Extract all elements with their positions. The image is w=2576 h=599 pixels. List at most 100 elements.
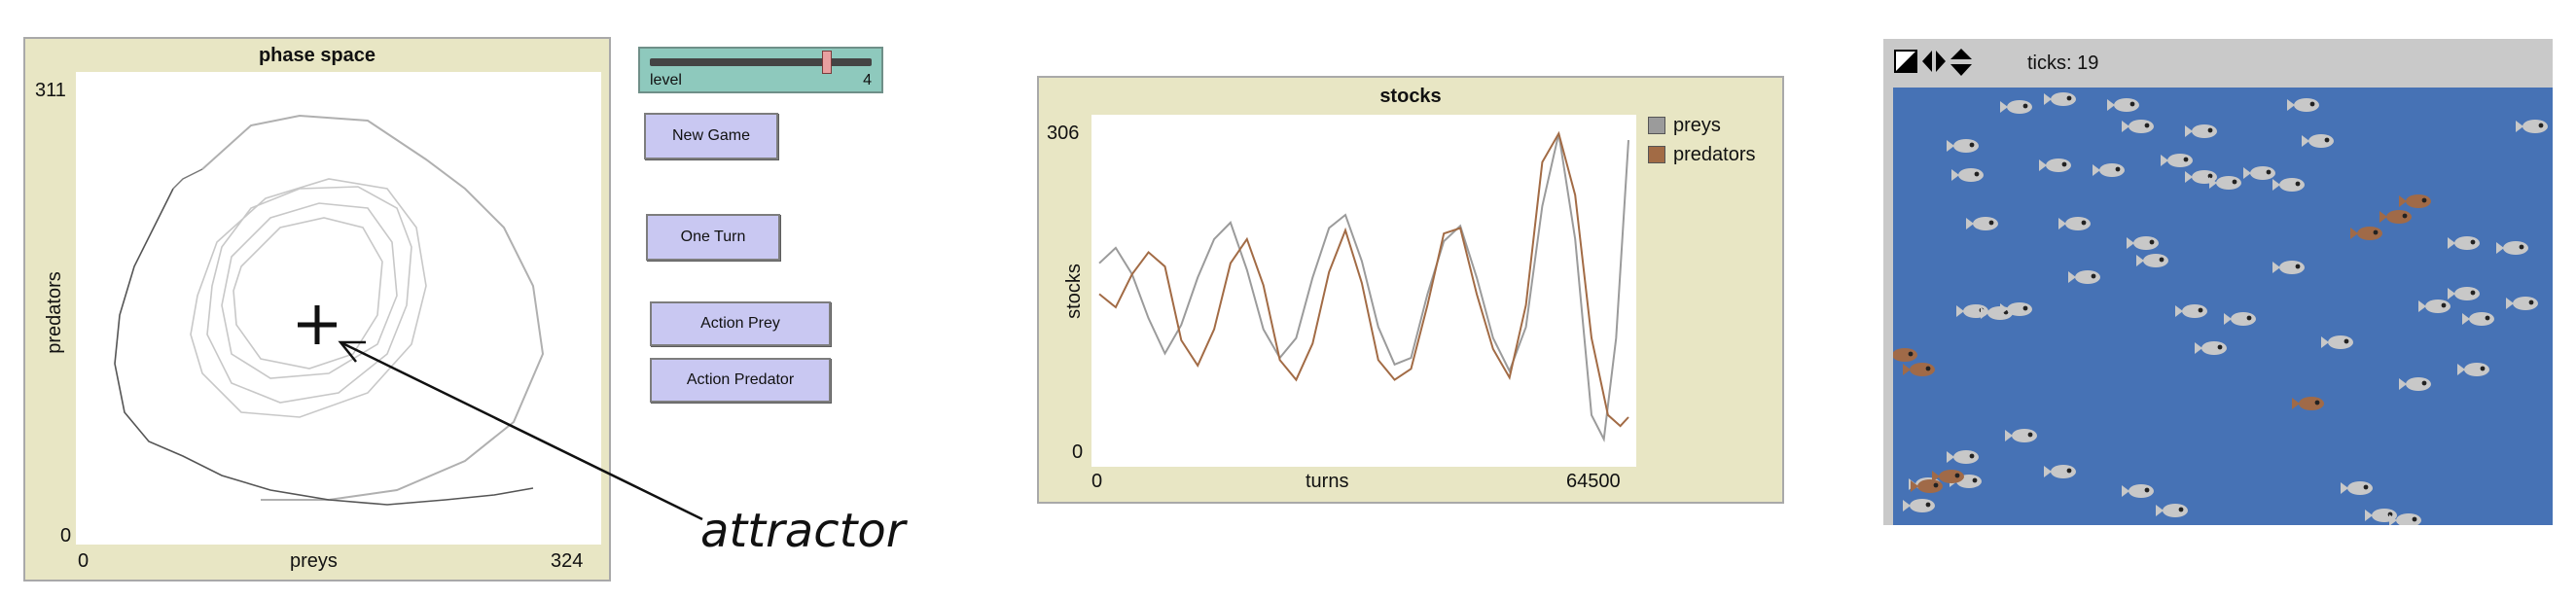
- prey-fish: [2448, 287, 2480, 300]
- prey-fish: [2161, 154, 2193, 167]
- stocks-panel: stocks 306 0 0 64500 turns stocks preys …: [1037, 76, 1784, 504]
- phase-x-max: 324: [551, 550, 584, 572]
- prey-fish: [2127, 236, 2159, 250]
- predator-fish: [2379, 210, 2412, 224]
- prey-fish: [2122, 120, 2154, 133]
- world-size-controls[interactable]: [1893, 45, 1981, 84]
- trajectory-inner-loops: [190, 178, 427, 418]
- prey-fish: [1903, 499, 1935, 512]
- prey-fish: [1951, 168, 1984, 182]
- stocks-x-min: 0: [1091, 471, 1103, 492]
- slider-value: 4: [863, 72, 872, 88]
- prey-fish: [2272, 178, 2305, 192]
- predator-fish: [2350, 227, 2382, 240]
- series-preys-line: [1098, 133, 1629, 442]
- prey-fish: [1947, 450, 1979, 464]
- prey-fish: [2302, 134, 2334, 148]
- stocks-x-label: turns: [1306, 471, 1349, 492]
- prey-fish: [2341, 481, 2373, 495]
- series-predators-line: [1098, 130, 1629, 428]
- prey-fish: [1966, 217, 1998, 230]
- new-game-button[interactable]: New Game: [644, 113, 778, 159]
- prey-fish: [2122, 484, 2154, 498]
- prey-fish: [2496, 241, 2528, 255]
- action-predator-button[interactable]: Action Predator: [650, 358, 831, 403]
- prey-fish: [2136, 254, 2168, 267]
- prey-fish: [2209, 176, 2241, 190]
- prey-fish: [2272, 261, 2305, 274]
- vertical-resize-icon[interactable]: [1950, 49, 1972, 76]
- prey-fish: [2287, 98, 2319, 112]
- predator-fish: [1893, 348, 1917, 362]
- predator-fish: [2399, 194, 2431, 208]
- stocks-x-max: 64500: [1566, 471, 1621, 492]
- prey-fish: [2000, 100, 2032, 114]
- action-prey-button[interactable]: Action Prey: [650, 301, 831, 346]
- phase-y-min: 0: [60, 525, 72, 546]
- stocks-plot-area: [1091, 115, 1636, 467]
- stocks-y-min: 0: [1072, 441, 1084, 463]
- prey-fish: [1947, 139, 1979, 153]
- phase-plot-area: [76, 72, 601, 545]
- prey-fish: [2321, 335, 2353, 349]
- slider-handle[interactable]: [822, 51, 833, 74]
- fish-layer: [1893, 92, 2548, 525]
- trajectory-early: [172, 168, 203, 190]
- prey-fish: [2516, 120, 2548, 133]
- predator-fish: [1932, 470, 1964, 483]
- prey-fish: [2107, 98, 2139, 112]
- prey-fish: [2389, 513, 2421, 525]
- predator-fish: [2292, 397, 2324, 410]
- one-turn-button[interactable]: One Turn: [646, 214, 780, 261]
- prey-fish: [2058, 217, 2091, 230]
- stocks-y-max: 306: [1047, 123, 1080, 144]
- prey-fish: [2195, 341, 2227, 355]
- phase-space-panel: phase space 311 0 0 324 preys predators: [23, 37, 611, 581]
- phase-x-min: 0: [78, 550, 89, 572]
- prey-fish: [2068, 270, 2100, 284]
- attractor-marker: [298, 305, 337, 344]
- trajectory-outer-loop: [201, 114, 545, 501]
- prey-fish: [2175, 304, 2207, 318]
- prey-fish: [2462, 312, 2494, 326]
- prey-fish: [2044, 92, 2076, 106]
- prey-fish: [2000, 302, 2032, 316]
- trajectory-dark-loop: [114, 188, 534, 506]
- stocks-y-label: stocks: [1062, 264, 1085, 319]
- prey-fish: [2005, 429, 2037, 442]
- prey-fish: [2039, 159, 2071, 172]
- prey-fish: [2448, 236, 2480, 250]
- slider-label: level: [650, 72, 682, 88]
- predator-fish: [1903, 363, 1935, 376]
- prey-fish: [2185, 124, 2217, 138]
- stocks-svg: [1098, 130, 1629, 442]
- prey-fish: [2044, 465, 2076, 478]
- prey-fish: [2243, 166, 2275, 180]
- prey-fish: [2156, 504, 2188, 517]
- phase-trajectory: [114, 114, 545, 506]
- prey-fish: [2506, 297, 2538, 310]
- world-view: ticks: 19: [1883, 39, 2553, 525]
- phase-space-title: phase space: [258, 45, 376, 66]
- world-toolbar: ticks: 19: [1883, 39, 2553, 88]
- legend-label-predators: predators: [1673, 144, 1756, 165]
- horizontal-resize-icon[interactable]: [1922, 51, 1946, 72]
- legend-swatch-preys: [1648, 117, 1665, 134]
- prey-fish: [2457, 363, 2489, 376]
- prey-fish: [2093, 163, 2125, 177]
- level-slider[interactable]: level 4: [638, 47, 883, 93]
- prey-fish: [2418, 300, 2451, 313]
- attractor-label: attractor: [700, 504, 906, 558]
- ticks-counter: ticks: 19: [2027, 53, 2099, 74]
- prey-fish: [2224, 312, 2256, 326]
- diagonal-resize-icon[interactable]: [1894, 50, 1917, 73]
- predator-fish: [1911, 479, 1943, 493]
- legend-label-preys: preys: [1673, 115, 1721, 136]
- ocean: [1893, 88, 2553, 525]
- stocks-title: stocks: [1379, 86, 1442, 107]
- phase-y-max: 311: [35, 80, 66, 101]
- prey-fish: [2399, 377, 2431, 391]
- legend-swatch-predators: [1648, 146, 1665, 163]
- phase-x-label: preys: [290, 550, 338, 572]
